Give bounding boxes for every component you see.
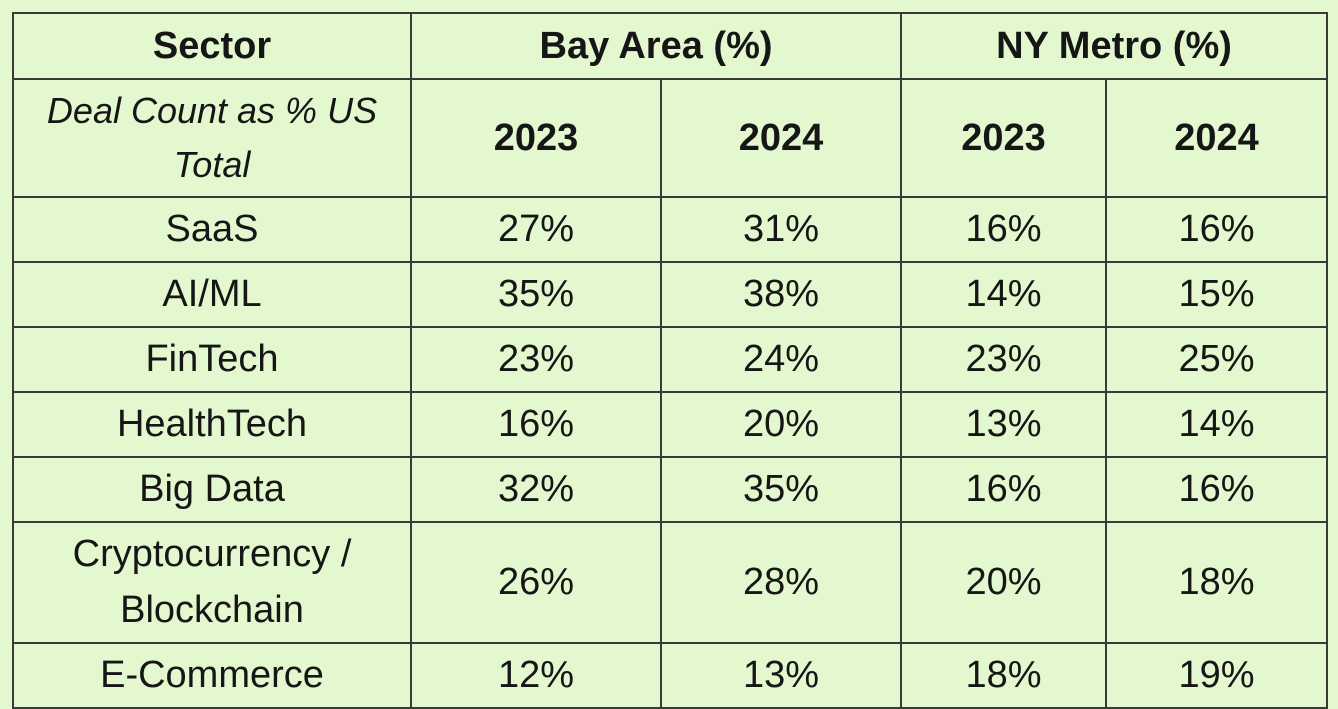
value-cell: 25% [1105, 326, 1329, 394]
bay-area-group-header: Bay Area (%) [409, 12, 903, 80]
value-cell: 14% [900, 261, 1108, 329]
table-body: SaaS 27% 31% 16% 16% AI/ML 35% 38% 14% 1… [12, 195, 1329, 709]
value-cell: 20% [659, 391, 903, 459]
value-cell: 24% [659, 326, 903, 394]
year-header-ny-2024: 2024 [1105, 78, 1329, 198]
value-cell: 32% [410, 456, 662, 524]
year-header-bay-2023: 2023 [410, 78, 662, 198]
value-cell: 15% [1105, 261, 1329, 329]
value-cell: 18% [900, 641, 1108, 709]
ny-metro-group-header: NY Metro (%) [900, 12, 1329, 80]
deal-count-table: Sector Bay Area (%) NY Metro (%) Deal Co… [12, 12, 1329, 709]
sector-column-header: Sector [12, 12, 412, 80]
value-cell: 16% [1105, 195, 1329, 264]
value-cell: 28% [659, 521, 903, 644]
sector-cell: Cryptocurrency / Blockchain [12, 521, 412, 644]
value-cell: 16% [900, 195, 1108, 264]
value-cell: 16% [1105, 456, 1329, 524]
value-cell: 27% [410, 195, 662, 264]
value-cell: 35% [659, 456, 903, 524]
sector-cell: AI/ML [12, 261, 412, 329]
year-header-ny-2023: 2023 [900, 78, 1108, 198]
value-cell: 18% [1105, 521, 1329, 644]
sector-cell: HealthTech [12, 391, 412, 459]
value-cell: 23% [410, 326, 662, 394]
year-header-row: Deal Count as % US Total 2023 2024 2023 … [12, 78, 1329, 198]
table-row: Cryptocurrency / Blockchain 26% 28% 20% … [12, 521, 1329, 644]
table-row: FinTech 23% 24% 23% 25% [12, 326, 1329, 394]
table-row: AI/ML 35% 38% 14% 15% [12, 261, 1329, 329]
value-cell: 13% [900, 391, 1108, 459]
table-row: E-Commerce 12% 13% 18% 19% [12, 641, 1329, 709]
year-header-bay-2024: 2024 [659, 78, 903, 198]
sector-cell: Big Data [12, 456, 412, 524]
group-header-row: Sector Bay Area (%) NY Metro (%) [12, 12, 1329, 80]
table-row: HealthTech 16% 20% 13% 14% [12, 391, 1329, 459]
value-cell: 19% [1105, 641, 1329, 709]
table-row: Big Data 32% 35% 16% 16% [12, 456, 1329, 524]
deal-count-table-page: Sector Bay Area (%) NY Metro (%) Deal Co… [12, 12, 1329, 709]
value-cell: 26% [410, 521, 662, 644]
table-subtitle: Deal Count as % US Total [12, 78, 412, 198]
value-cell: 38% [659, 261, 903, 329]
sector-cell: E-Commerce [12, 641, 412, 709]
sector-cell: SaaS [12, 195, 412, 264]
sector-cell: FinTech [12, 326, 412, 394]
value-cell: 20% [900, 521, 1108, 644]
value-cell: 16% [410, 391, 662, 459]
value-cell: 31% [659, 195, 903, 264]
value-cell: 12% [410, 641, 662, 709]
value-cell: 23% [900, 326, 1108, 394]
value-cell: 35% [410, 261, 662, 329]
value-cell: 13% [659, 641, 903, 709]
value-cell: 14% [1105, 391, 1329, 459]
value-cell: 16% [900, 456, 1108, 524]
table-row: SaaS 27% 31% 16% 16% [12, 195, 1329, 264]
